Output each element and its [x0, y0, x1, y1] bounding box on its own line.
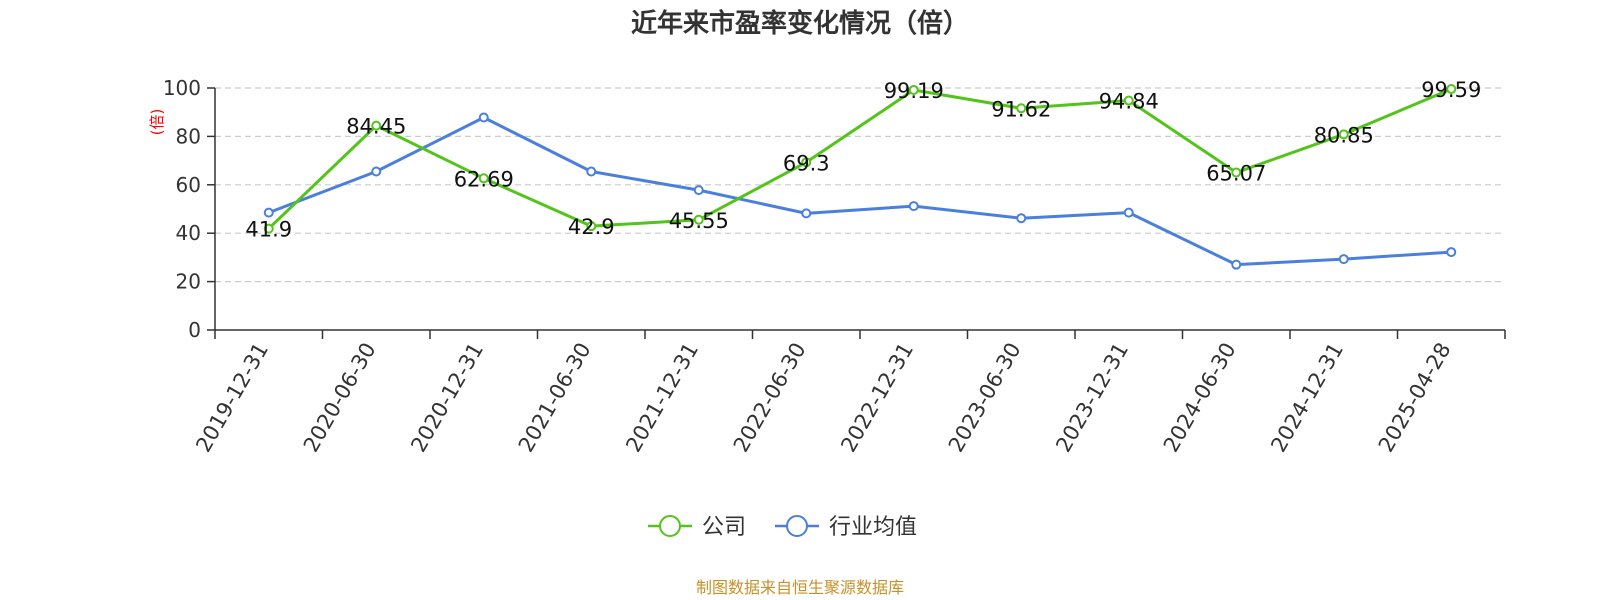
y-tick-label: 40	[176, 221, 201, 245]
y-tick-label: 20	[176, 270, 201, 294]
data-point[interactable]	[1338, 129, 1349, 140]
data-point[interactable]	[908, 201, 919, 212]
data-label: 80.85	[1314, 123, 1374, 147]
data-point[interactable]	[478, 112, 489, 123]
series-line-0	[267, 87, 1452, 230]
y-tick-label: 80	[176, 124, 201, 148]
y-tick-label: 0	[188, 318, 201, 342]
x-tick-label: 2024-12-31	[1266, 339, 1348, 457]
data-point[interactable]	[1231, 259, 1242, 270]
data-point[interactable]	[801, 157, 812, 168]
data-labels: 41.9 84.45 62.69 42.9 45.55 69.3 99.19 91.62 94.…	[245, 78, 1481, 242]
x-tick-label: 2020-06-30	[299, 339, 381, 457]
legend-item-0[interactable]: 公司	[648, 515, 746, 540]
data-point[interactable]	[263, 207, 274, 218]
data-label: 42.9	[568, 215, 615, 239]
x-tick-label: 2022-06-30	[729, 339, 811, 457]
y-tick-label: 60	[176, 173, 201, 197]
data-point[interactable]	[371, 120, 382, 131]
x-tick-label: 2021-06-30	[514, 339, 596, 457]
data-point[interactable]	[908, 84, 919, 95]
data-point[interactable]	[1123, 207, 1134, 218]
data-point[interactable]	[1016, 103, 1027, 114]
data-point[interactable]	[1446, 83, 1457, 94]
x-tick-label: 2023-12-31	[1051, 339, 1133, 457]
x-tick-label: 2020-12-31	[406, 339, 488, 457]
y-axis-label: (倍)	[148, 109, 166, 136]
data-point[interactable]	[586, 221, 597, 232]
source-caption: 制图数据来自恒生聚源数据库	[696, 578, 904, 597]
data-point[interactable]	[263, 223, 274, 234]
legend-label: 公司	[702, 515, 746, 540]
x-tick-label: 2025-04-28	[1374, 339, 1456, 457]
data-label: 41.9	[245, 218, 292, 242]
series-lines	[263, 83, 1457, 270]
data-point[interactable]	[801, 208, 812, 219]
x-tick-label: 2023-06-30	[944, 339, 1026, 457]
legend[interactable]: 公司 行业均值	[648, 515, 917, 540]
data-point[interactable]	[1016, 213, 1027, 224]
x-tick-label: 2024-06-30	[1159, 339, 1241, 457]
data-point[interactable]	[1123, 95, 1134, 106]
data-point[interactable]	[371, 166, 382, 177]
data-label: 84.45	[346, 115, 406, 139]
data-label: 62.69	[454, 167, 514, 191]
data-label: 91.62	[991, 97, 1051, 121]
data-point[interactable]	[1231, 167, 1242, 178]
data-point[interactable]	[693, 214, 704, 225]
legend-label: 行业均值	[829, 515, 917, 540]
data-point[interactable]	[1446, 247, 1457, 258]
grid-lines	[215, 87, 1505, 283]
y-tick-label: 100	[163, 76, 201, 100]
data-point[interactable]	[1338, 254, 1349, 265]
legend-marker-icon	[659, 515, 681, 537]
legend-marker-icon	[786, 515, 808, 537]
data-label: 65.07	[1206, 162, 1266, 186]
series-line-1	[268, 116, 1452, 267]
x-tick-label: 2021-12-31	[621, 339, 703, 457]
data-point[interactable]	[586, 166, 597, 177]
data-point[interactable]	[478, 173, 489, 184]
chart-title: 近年来市盈率变化情况（倍）	[631, 8, 969, 39]
x-tick-label: 2019-12-31	[191, 339, 273, 457]
data-label: 69.3	[783, 151, 830, 175]
data-label: 94.84	[1099, 89, 1159, 113]
legend-item-1[interactable]: 行业均值	[775, 515, 917, 540]
data-label: 45.55	[669, 209, 729, 233]
data-label: 99.59	[1421, 78, 1481, 102]
data-point[interactable]	[693, 185, 704, 196]
x-tick-label: 2022-12-31	[836, 339, 918, 457]
data-label: 99.19	[884, 79, 944, 103]
